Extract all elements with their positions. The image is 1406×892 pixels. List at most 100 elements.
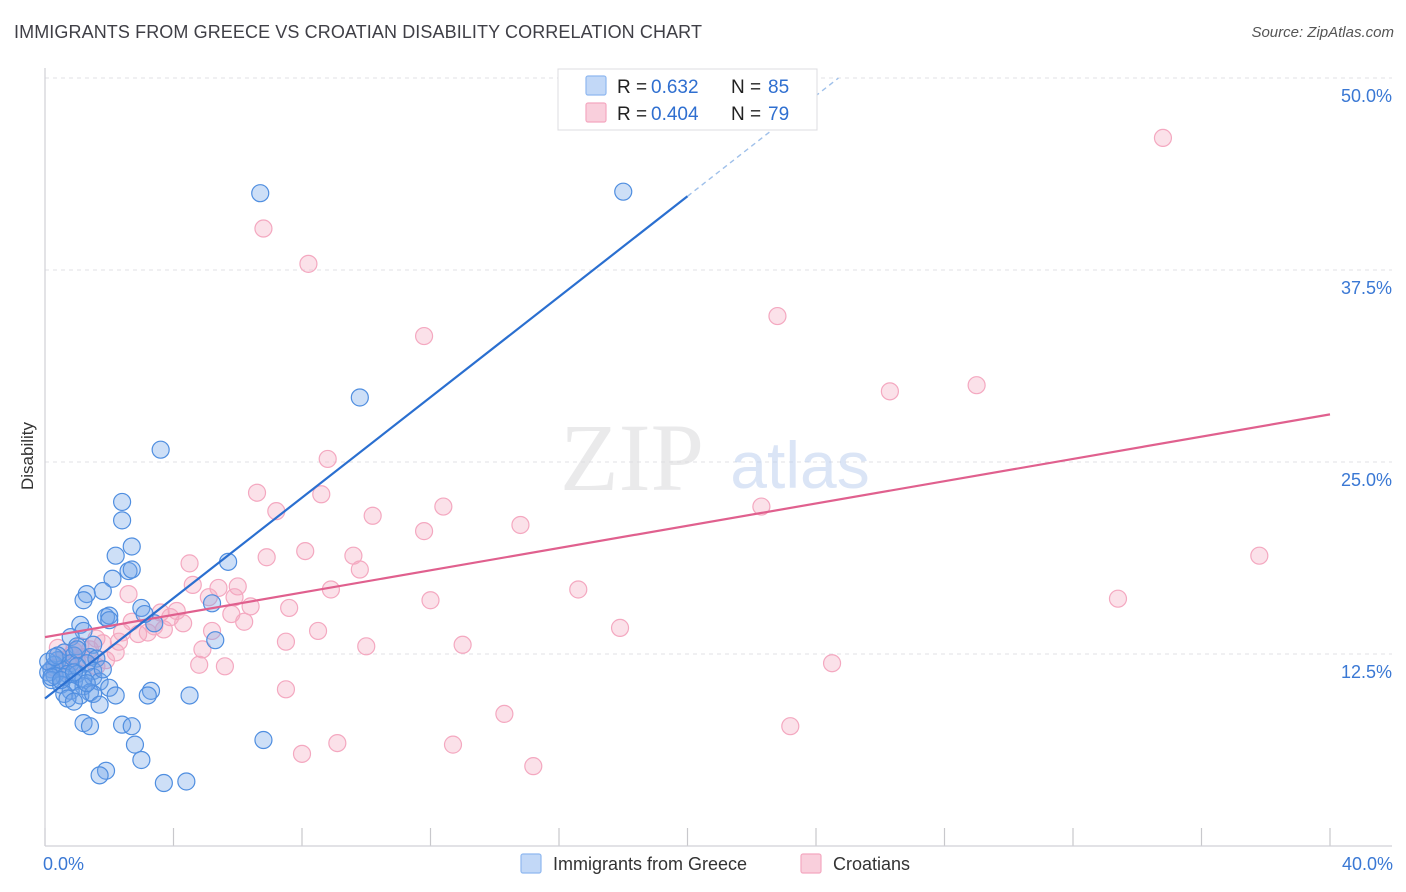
data-point-greece xyxy=(106,546,125,565)
data-point-greece xyxy=(350,388,369,407)
y-tick-label: 37.5% xyxy=(1341,278,1392,298)
data-point-greece xyxy=(90,766,109,785)
y-tick-label: 25.0% xyxy=(1341,470,1392,490)
data-point-croatians xyxy=(822,654,842,673)
data-point-greece xyxy=(106,686,125,705)
trend-line-greece-extension xyxy=(687,77,839,197)
data-point-croatians xyxy=(119,584,138,604)
y-axis-label: Disability xyxy=(18,421,37,490)
data-point-greece xyxy=(93,660,112,679)
data-point-greece xyxy=(90,695,109,714)
data-point-greece xyxy=(125,735,145,754)
data-point-croatians xyxy=(752,497,771,516)
trend-line-croatians xyxy=(44,413,1331,639)
data-point-greece xyxy=(154,773,173,793)
data-point-croatians xyxy=(138,623,157,642)
data-point-croatians xyxy=(363,506,382,525)
data-point-greece xyxy=(122,537,141,556)
data-point-greece xyxy=(151,440,170,459)
data-point-croatians xyxy=(350,560,369,579)
data-point-greece xyxy=(64,692,84,711)
data-point-croatians xyxy=(768,306,787,326)
data-point-greece xyxy=(103,569,122,588)
data-point-croatians xyxy=(318,449,337,469)
data-point-croatians xyxy=(254,219,273,238)
legend-r-label: R = xyxy=(617,104,647,125)
source-label: Source: ZipAtlas.com xyxy=(1251,24,1394,41)
legend-n-label: N = xyxy=(731,77,761,98)
data-point-croatians xyxy=(414,522,434,541)
data-point-greece xyxy=(96,761,116,780)
legend-swatch-croatians xyxy=(585,102,607,123)
legend-label-croatians: Croatians xyxy=(833,854,910,874)
data-point-croatians xyxy=(215,657,234,676)
data-point-greece xyxy=(45,647,64,667)
data-point-croatians xyxy=(1250,546,1269,565)
y-tick-labels: 12.5% 25.0% 37.5% 50.0% xyxy=(1341,86,1392,682)
data-point-greece xyxy=(100,606,119,625)
y-tick-label: 50.0% xyxy=(1341,86,1392,106)
grid-lines xyxy=(44,77,1392,846)
legend-label-greece: Immigrants from Greece xyxy=(553,854,747,874)
data-point-croatians xyxy=(1108,589,1128,608)
data-point-croatians xyxy=(443,735,463,754)
trend-lines xyxy=(44,77,1331,700)
legend-r-value: 0.404 xyxy=(651,104,699,125)
data-point-croatians xyxy=(308,621,328,641)
x-tick-label-max: 40.0% xyxy=(1342,854,1393,874)
data-point-croatians xyxy=(880,382,899,401)
data-point-croatians xyxy=(414,326,434,346)
data-point-greece xyxy=(112,511,132,530)
data-point-greece xyxy=(112,492,132,512)
data-point-greece xyxy=(39,652,58,671)
data-point-greece xyxy=(132,750,151,770)
data-point-croatians xyxy=(247,483,267,502)
correlation-legend: R = 0.632 N = 85 R = 0.404 N = 79 xyxy=(557,68,818,131)
data-point-greece xyxy=(122,717,141,736)
legend-n-value: 79 xyxy=(768,104,789,125)
data-point-greece xyxy=(180,686,199,705)
data-point-greece xyxy=(254,730,273,750)
data-point-greece xyxy=(64,663,84,682)
watermark: ZIP atlas xyxy=(560,404,870,511)
data-point-croatians xyxy=(524,757,543,776)
data-point-croatians xyxy=(280,598,299,618)
legend-r-value: 0.632 xyxy=(651,77,699,98)
data-point-croatians xyxy=(276,680,296,699)
data-point-croatians xyxy=(235,612,254,631)
data-point-croatians xyxy=(257,548,276,567)
data-point-croatians xyxy=(781,717,800,736)
data-point-greece xyxy=(177,772,196,791)
legend-n-value: 85 xyxy=(768,77,789,98)
chart-title: IMMIGRANTS FROM GREECE VS CROATIAN DISAB… xyxy=(14,22,703,42)
legend-r-label: R = xyxy=(617,77,647,98)
data-point-croatians xyxy=(610,618,630,637)
x-tick-labels: 0.0% 40.0% xyxy=(43,854,1393,874)
data-point-croatians xyxy=(193,640,212,659)
data-point-greece xyxy=(251,184,270,203)
axes xyxy=(44,68,1392,847)
data-point-croatians xyxy=(357,637,376,656)
data-point-croatians xyxy=(292,744,312,763)
data-point-greece xyxy=(68,640,87,659)
legend-n-label: N = xyxy=(731,104,761,125)
data-point-croatians xyxy=(296,541,315,561)
data-point-greece xyxy=(74,591,93,610)
data-point-croatians xyxy=(495,704,514,724)
data-point-croatians xyxy=(1153,128,1173,148)
data-point-greece xyxy=(80,717,100,736)
data-point-croatians xyxy=(434,497,453,516)
watermark-atlas: atlas xyxy=(730,428,869,502)
data-point-croatians xyxy=(299,254,318,273)
legend-swatch-greece xyxy=(585,75,607,96)
trend-line-greece xyxy=(44,195,689,700)
data-point-greece xyxy=(614,182,633,201)
data-point-croatians xyxy=(190,655,209,674)
series-legend: Immigrants from Greece Croatians xyxy=(520,853,910,874)
data-point-greece xyxy=(93,581,112,601)
legend-swatch-greece xyxy=(520,853,542,874)
data-point-croatians xyxy=(328,733,347,753)
data-point-croatians xyxy=(967,376,986,395)
data-point-croatians xyxy=(174,614,193,633)
watermark-zip: ZIP xyxy=(560,404,704,511)
